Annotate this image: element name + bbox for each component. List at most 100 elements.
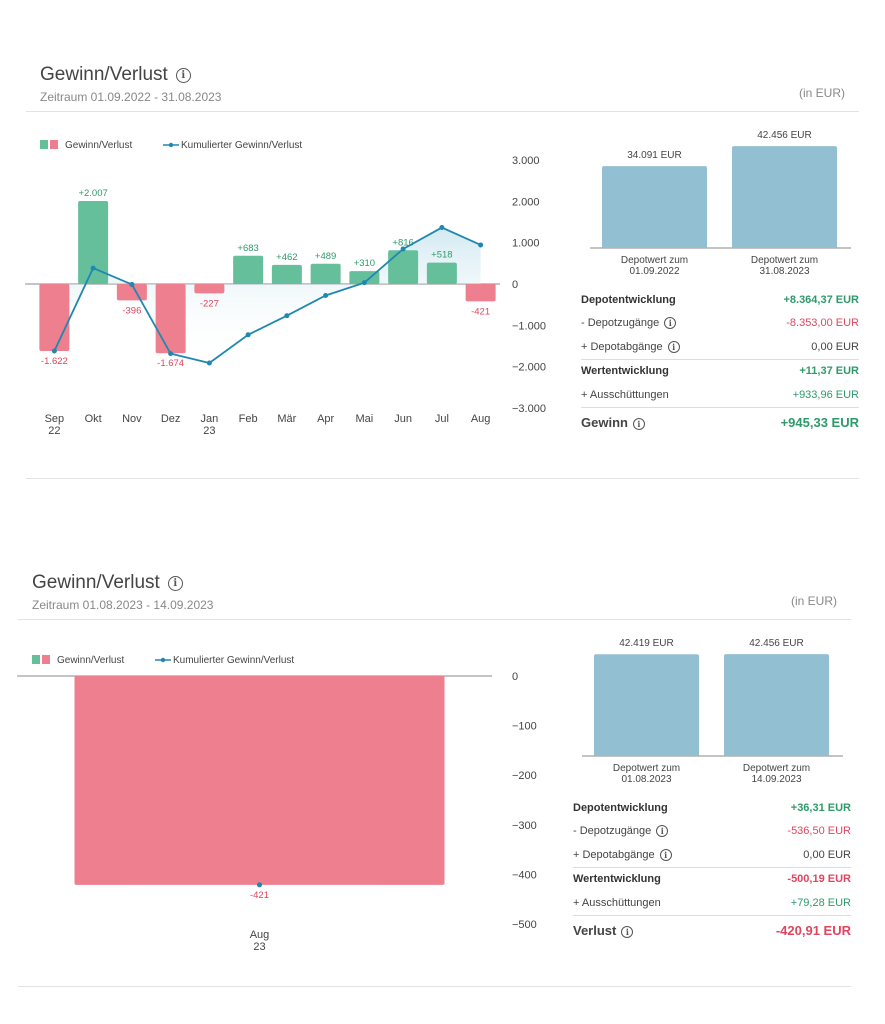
summary-row: - Depotzugänge i -536,50 EUR	[573, 820, 851, 844]
line-point-11	[478, 242, 484, 248]
info-icon[interactable]: i	[167, 576, 183, 591]
line-point-5	[245, 332, 251, 338]
depot-category-label-0: Depotwert zum	[613, 763, 680, 774]
x-tick-label-5: Feb	[239, 413, 258, 425]
y-tick-label: −500	[512, 919, 537, 931]
depot-bar-0	[594, 654, 699, 756]
x-tick-label-2: Nov	[122, 413, 142, 425]
x-tick-label-1: Okt	[85, 413, 102, 425]
legend-label-line: Kumulierter Gewinn/Verlust	[181, 140, 302, 151]
legend-line-marker	[168, 142, 174, 148]
summary-row: Wertentwicklung -500,19 EUR	[573, 866, 851, 892]
depot-category-label-0: 01.09.2022	[629, 266, 679, 277]
info-icon[interactable]: i	[659, 848, 672, 861]
bar-label-0: -1.622	[41, 356, 68, 367]
line-point-4	[206, 360, 212, 366]
profit-loss-chart: Gewinn/Verlust Kumulierter Gewinn/Verlust…	[25, 140, 546, 437]
legend-label-line: Kumulierter Gewinn/Verlust	[173, 655, 294, 666]
summary-table: Depotentwicklung +8.364,37 EUR - Depotzugä…	[581, 288, 859, 438]
summary-row: Depotentwicklung +36,31 EUR	[573, 796, 851, 820]
depot-category-label-1: Depotwert zum	[751, 255, 818, 266]
summary-row-label: - Depotzugänge i	[573, 825, 669, 838]
info-icon[interactable]: i	[175, 68, 191, 83]
summary-row: Wertentwicklung +11,37 EUR	[581, 358, 859, 384]
info-icon[interactable]: i	[621, 926, 634, 938]
line-point-9	[400, 246, 406, 252]
summary-row-value: +933,96 EUR	[792, 388, 859, 401]
depot-bar-label-1: 42.456 EUR	[749, 638, 803, 649]
x-tick-label-3: Dez	[161, 413, 181, 425]
summary-row-value: +36,31 EUR	[790, 801, 851, 814]
info-icon[interactable]: i	[664, 317, 677, 330]
bar-5	[233, 255, 264, 284]
summary-row-label: Depotentwicklung	[581, 293, 676, 306]
y-tick-label: 0	[512, 279, 518, 291]
summary-row-label: + Ausschüttungen	[581, 388, 669, 401]
line-point-1	[90, 265, 96, 271]
bar-label-3: -1.674	[157, 358, 184, 369]
bar-label-10: +518	[431, 250, 452, 261]
bar-8	[349, 271, 380, 284]
summary-row-label: - Depotzugänge i	[581, 317, 677, 330]
line-point-0	[257, 882, 262, 888]
x-tick-label-4: Jan	[201, 413, 219, 425]
y-tick-label: 3.000	[512, 155, 540, 167]
x-tick-label-7: Apr	[317, 413, 334, 425]
summary-row-label: + Depotabgänge i	[581, 340, 680, 353]
bar-1	[78, 201, 109, 284]
info-icon[interactable]: i	[656, 825, 669, 838]
x-tick-label-11: Aug	[471, 413, 491, 425]
y-tick-label: −2.000	[512, 362, 546, 374]
depot-bar-0	[602, 166, 707, 248]
bar-6	[271, 264, 302, 284]
depot-category-label-0: 01.08.2023	[621, 774, 671, 785]
bar-label-5: +683	[237, 243, 258, 254]
summary-row: + Ausschüttungen +79,28 EUR	[573, 891, 851, 915]
legend-swatch-positive	[32, 655, 40, 664]
info-icon[interactable]: i	[632, 418, 645, 430]
info-icon[interactable]: i	[667, 340, 680, 353]
line-point-2	[129, 281, 135, 287]
legend-label-bars: Gewinn/Verlust	[57, 655, 124, 666]
x-tick-label-0: 22	[48, 425, 60, 437]
summary-row-label: Verlust i	[573, 923, 634, 938]
depot-bar-label-1: 42.456 EUR	[757, 130, 811, 141]
y-tick-label: 0	[512, 671, 518, 683]
profit-loss-panel-1: Gewinn/Verlust i Zeitraum 01.09.2022 - 31…	[0, 0, 885, 490]
summary-row-value: -8.353,00 EUR	[786, 317, 859, 330]
bar-7	[310, 263, 341, 284]
depot-category-label-0: Depotwert zum	[621, 255, 688, 266]
summary-row: + Depotabgänge i 0,00 EUR	[581, 335, 859, 359]
header-divider	[18, 619, 851, 620]
bar-label-1: +2.007	[78, 188, 107, 199]
unit-label: (in EUR)	[799, 86, 846, 100]
legend-line-marker	[160, 657, 166, 663]
line-point-3	[168, 351, 174, 357]
y-tick-label: 1.000	[512, 238, 540, 250]
y-tick-label: 2.000	[512, 196, 540, 208]
depot-bar-label-0: 42.419 EUR	[619, 638, 673, 649]
summary-row-value: +79,28 EUR	[790, 896, 851, 909]
summary-row-label: + Ausschüttungen	[573, 896, 661, 909]
summary-row-value: -500,19 EUR	[787, 873, 851, 886]
summary-row-label: + Depotabgänge i	[573, 848, 672, 861]
bar-label-7: +489	[315, 251, 336, 262]
panel-divider	[26, 478, 859, 479]
y-tick-label: −1.000	[512, 320, 546, 332]
line-point-0	[51, 348, 57, 354]
depot-bar-1	[724, 654, 829, 756]
line-point-10	[439, 225, 445, 231]
summary-row-value: -420,91 EUR	[775, 923, 851, 938]
summary-row-label: Wertentwicklung	[581, 365, 669, 378]
depot-category-label-1: 14.09.2023	[751, 774, 801, 785]
period-label: Zeitraum 01.09.2022 - 31.08.2023	[40, 90, 222, 104]
header-divider	[26, 111, 859, 112]
summary-row: + Depotabgänge i 0,00 EUR	[573, 843, 851, 867]
summary-row: + Ausschüttungen +933,96 EUR	[581, 383, 859, 407]
profit-loss-chart: Gewinn/Verlust Kumulierter Gewinn/Verlust…	[17, 655, 537, 953]
bar-label-9: +816	[392, 237, 413, 248]
x-tick-label-4: 23	[203, 425, 215, 437]
y-tick-label: −3.000	[512, 403, 546, 415]
line-point-7	[323, 292, 329, 298]
